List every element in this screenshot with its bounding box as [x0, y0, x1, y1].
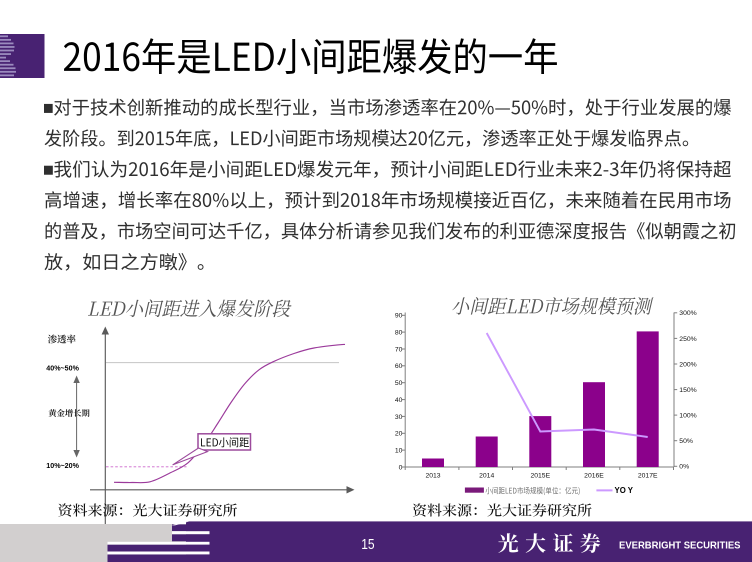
svg-text:20: 20: [395, 431, 403, 438]
svg-text:0: 0: [399, 464, 403, 471]
svg-text:2013: 2013: [425, 473, 440, 480]
svg-text:10: 10: [395, 448, 403, 455]
svg-text:40%~50%: 40%~50%: [46, 363, 79, 372]
svg-text:2014: 2014: [479, 473, 494, 480]
svg-text:90: 90: [395, 313, 403, 320]
svg-text:0%: 0%: [679, 464, 689, 471]
svg-text:80: 80: [395, 330, 403, 337]
svg-text:2017E: 2017E: [638, 473, 658, 480]
svg-text:50: 50: [395, 380, 403, 387]
svg-text:YO Y: YO Y: [615, 486, 634, 495]
svg-text:60: 60: [395, 363, 403, 370]
svg-text:300%: 300%: [679, 310, 696, 317]
svg-text:70: 70: [395, 346, 403, 353]
svg-text:2016E: 2016E: [584, 473, 604, 480]
svg-text:10%~20%: 10%~20%: [46, 461, 79, 470]
svg-text:40: 40: [395, 397, 403, 404]
svg-text:50%: 50%: [679, 438, 693, 445]
svg-text:100%: 100%: [679, 413, 696, 420]
svg-text:150%: 150%: [679, 387, 696, 394]
svg-text:EVERBRIGHT SECURITIES: EVERBRIGHT SECURITIES: [619, 541, 741, 552]
svg-text:200%: 200%: [679, 361, 696, 368]
svg-text:250%: 250%: [679, 336, 696, 343]
svg-text:30: 30: [395, 414, 403, 421]
svg-text:15: 15: [361, 537, 374, 553]
svg-text:2015E: 2015E: [530, 473, 550, 480]
